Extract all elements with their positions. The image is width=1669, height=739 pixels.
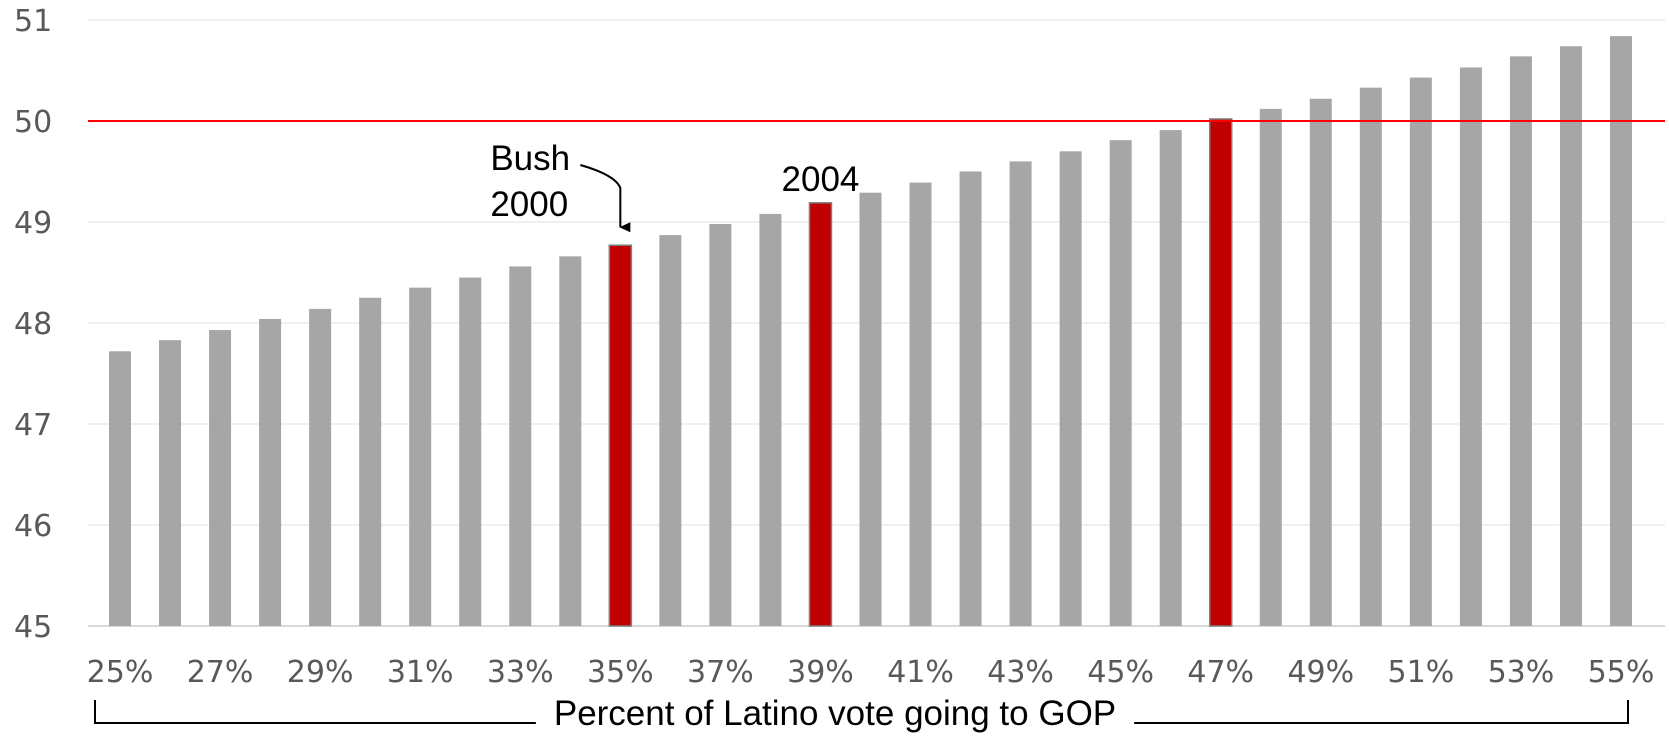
bar-45pct — [1109, 140, 1132, 626]
x-tick-label-49pct: 49% — [1287, 655, 1354, 690]
bar-43pct — [1009, 161, 1032, 626]
bar-48pct — [1259, 108, 1282, 626]
y-tick-label-45: 45 — [14, 610, 52, 645]
bar-35pct-highlighted — [608, 244, 633, 627]
bar-51pct — [1409, 77, 1432, 626]
x-tick-label-47pct: 47% — [1187, 655, 1254, 690]
x-tick-label-37pct: 37% — [687, 655, 754, 690]
y-tick-label-50: 50 — [14, 105, 52, 140]
bars — [109, 36, 1632, 627]
y-tick-label-47: 47 — [14, 408, 52, 443]
x-axis-label: Percent of Latino vote going to GOP — [554, 694, 1116, 733]
annotation-arrow — [580, 164, 631, 233]
bar-31pct — [409, 287, 432, 626]
bar-44pct — [1059, 151, 1082, 627]
x-tick-label-25pct: 25% — [87, 655, 154, 690]
bar-29pct — [309, 308, 332, 626]
x-tick-label-35pct: 35% — [587, 655, 654, 690]
bar-27pct — [209, 330, 232, 626]
x-tick-label-39pct: 39% — [787, 655, 854, 690]
x-tick-label-31pct: 31% — [387, 655, 454, 690]
bar-28pct — [259, 318, 282, 626]
x-tick-label-45pct: 45% — [1087, 655, 1154, 690]
bar-37pct — [709, 224, 732, 626]
bar-25pct — [109, 351, 131, 626]
x-tick-label-33pct: 33% — [487, 655, 554, 690]
bar-47pct-highlighted — [1208, 118, 1233, 627]
bracket-right — [1134, 700, 1629, 724]
bar-42pct — [959, 171, 982, 626]
y-tick-label-49: 49 — [14, 206, 52, 241]
bar-38pct — [759, 213, 782, 627]
bar-36pct — [659, 235, 682, 626]
y-tick-label-48: 48 — [14, 307, 52, 342]
bar-26pct — [159, 340, 182, 626]
bar-30pct — [359, 297, 382, 626]
bar-50pct — [1359, 87, 1382, 627]
bracket-left — [94, 700, 536, 724]
x-tick-label-43pct: 43% — [987, 655, 1054, 690]
bar-54pct — [1559, 46, 1582, 626]
annotation-bush-2000-line-1: Bush — [490, 139, 570, 178]
bar-32pct — [459, 277, 482, 626]
y-tick-label-51: 51 — [14, 4, 52, 39]
annotations: Bush 2000 2004 — [490, 139, 860, 233]
x-tick-label-29pct: 29% — [287, 655, 354, 690]
bar-49pct — [1309, 98, 1332, 626]
bar-52pct — [1459, 67, 1482, 627]
bar-55pct — [1610, 36, 1632, 627]
bar-39pct-highlighted — [808, 202, 833, 627]
y-axis-ticks: 45 46 47 48 49 50 51 — [14, 4, 52, 645]
bar-41pct — [909, 182, 932, 627]
bar-33pct — [509, 266, 532, 626]
x-tick-label-51pct: 51% — [1388, 655, 1455, 690]
x-tick-label-55pct: 55% — [1588, 655, 1655, 690]
x-tick-label-27pct: 27% — [187, 655, 254, 690]
x-axis-ticks: 25% 27% 29% 31% 33% 35% 37% 39% 41% 43% 45% 47% 49% 5… — [87, 655, 1655, 690]
annotation-2004: 2004 — [782, 160, 860, 199]
x-axis-bracket: Percent of Latino vote going to GOP — [94, 694, 1629, 733]
annotation-bush-2000-line-2: 2000 — [490, 185, 568, 224]
y-tick-label-46: 46 — [14, 509, 52, 544]
bar-40pct — [859, 192, 882, 626]
bar-53pct — [1509, 56, 1532, 627]
x-tick-label-53pct: 53% — [1488, 655, 1555, 690]
bar-34pct — [559, 256, 582, 626]
bar-46pct — [1159, 130, 1182, 626]
x-tick-label-41pct: 41% — [887, 655, 954, 690]
